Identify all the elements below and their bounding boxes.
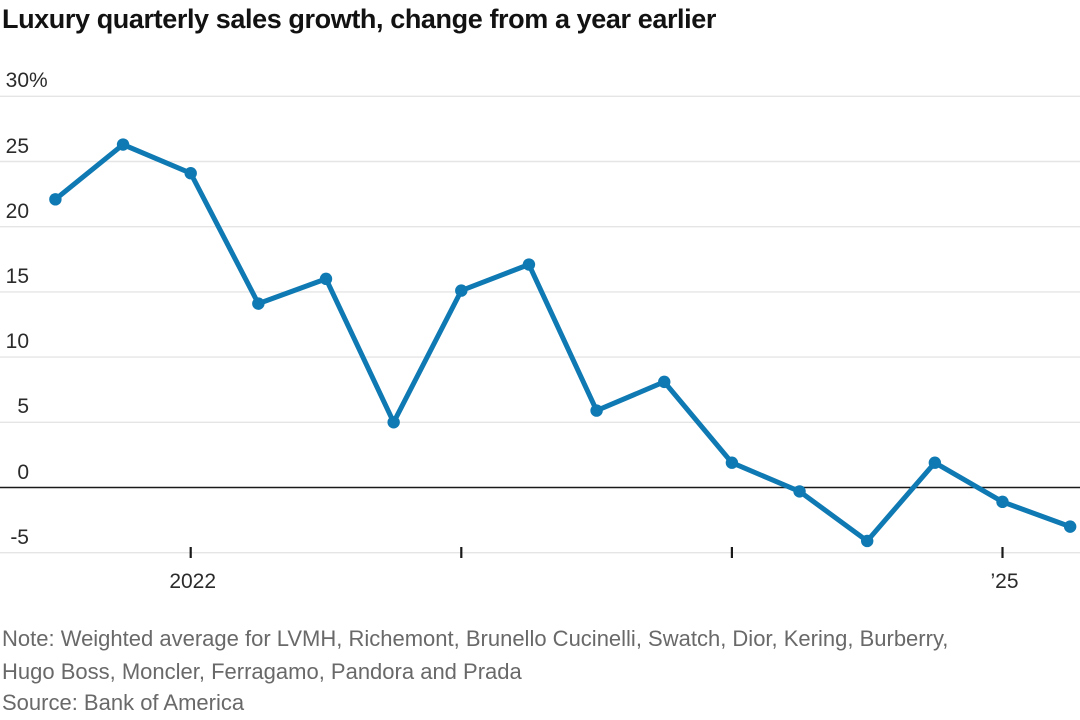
y-axis-label: 10 (5, 330, 29, 354)
chart-note: Note: Weighted average for LVMH, Richemo… (2, 622, 1074, 688)
data-point-marker (590, 404, 603, 417)
data-point-marker (996, 495, 1009, 509)
x-axis-label: 2022 (169, 570, 217, 593)
y-axis-label: 25 (5, 134, 29, 158)
data-point-marker (49, 193, 62, 206)
data-point-marker (252, 297, 265, 310)
data-point-marker (793, 485, 806, 498)
data-point-marker (861, 534, 874, 548)
note-line-2: Hugo Boss, Moncler, Ferragamo, Pandora a… (2, 659, 522, 684)
x-axis-label: ’25 (990, 570, 1019, 593)
data-point-marker (387, 416, 400, 429)
data-point-marker (184, 167, 197, 180)
y-axis-label: 5 (17, 395, 29, 419)
data-point-marker (1063, 520, 1077, 533)
y-axis-unit: % (29, 69, 48, 93)
chart-source: Source: Bank of America (2, 690, 245, 715)
data-point-marker (319, 272, 333, 286)
y-axis-label: 0 (17, 460, 29, 484)
data-point-marker (928, 456, 942, 469)
data-point-marker (522, 258, 536, 271)
y-axis-label: 15 (5, 264, 29, 288)
sales-growth-line (52, 142, 1073, 544)
note-line-1: Note: Weighted average for LVMH, Richemo… (2, 626, 949, 651)
y-axis-label: -5 (10, 525, 29, 549)
y-axis-label: 20 (5, 199, 29, 223)
chart-title: Luxury quarterly sales growth, change fr… (2, 4, 716, 34)
data-point-marker (658, 375, 671, 389)
data-point-marker (725, 456, 739, 469)
y-axis-label: 30% (5, 69, 48, 93)
data-point-marker (455, 284, 468, 297)
line-chart-plot (0, 95, 1080, 558)
data-point-marker (116, 138, 130, 151)
